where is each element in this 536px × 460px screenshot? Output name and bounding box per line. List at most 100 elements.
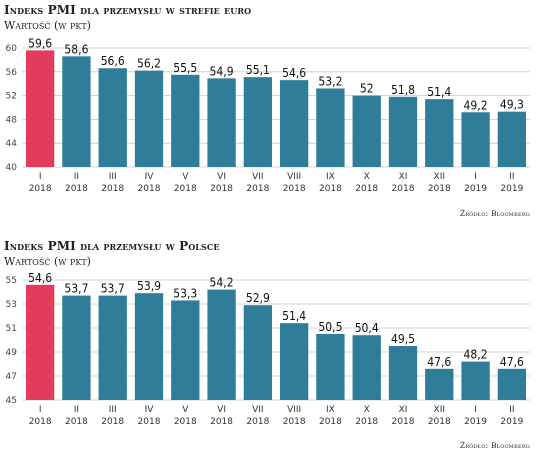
x-tick-label: 2018 (355, 184, 378, 194)
bar (388, 346, 418, 400)
bar (62, 56, 91, 167)
data-label: 51,8 (391, 83, 415, 97)
data-label: 54,6 (282, 66, 306, 80)
bar (134, 70, 164, 167)
data-label: 49,2 (464, 98, 488, 112)
y-tick-label: 60 (6, 44, 18, 54)
bar (98, 68, 127, 167)
data-label: 47,6 (427, 355, 451, 369)
x-tick-label: VIII (287, 172, 301, 182)
bar (352, 335, 381, 400)
data-label: 55,5 (173, 61, 197, 75)
y-tick-label: 51 (6, 324, 17, 334)
chart-title: Indeks PMI dla przemysłu w Polsce (4, 239, 220, 253)
x-tick-label: II (74, 405, 79, 415)
data-label: 59,6 (28, 36, 52, 50)
x-tick-label: 2018 (138, 417, 161, 427)
bar (425, 368, 454, 400)
x-tick-label: XI (399, 405, 408, 415)
bar (134, 293, 164, 400)
x-tick-label: VIII (287, 405, 301, 415)
y-tick-label: 48 (6, 115, 18, 125)
data-label: 58,6 (64, 42, 88, 56)
x-tick-label: 2018 (174, 417, 197, 427)
y-tick-label: 52 (6, 92, 17, 102)
x-tick-label: 2018 (428, 184, 451, 194)
x-tick-label: I (39, 172, 42, 182)
data-label: 48,2 (464, 348, 488, 362)
x-tick-label: V (182, 172, 189, 182)
data-label: 53,3 (173, 286, 197, 300)
y-tick-label: 49 (6, 348, 18, 358)
chart-source: Źródło: Bloomberg (459, 441, 530, 450)
bar (352, 95, 381, 167)
chart-subtitle: Wartość (w pkt) (4, 255, 91, 268)
x-tick-label: 2019 (500, 417, 523, 427)
x-tick-label: 2018 (210, 184, 233, 194)
x-tick-label: 2019 (464, 184, 487, 194)
x-tick-label: 2018 (65, 184, 88, 194)
x-tick-label: 2018 (246, 184, 269, 194)
bar (279, 323, 309, 400)
data-label: 50,4 (355, 321, 379, 335)
data-label: 53,9 (137, 279, 161, 293)
x-tick-label: XI (399, 172, 408, 182)
data-label: 51,4 (282, 309, 306, 323)
x-tick-label: 2018 (29, 417, 52, 427)
x-tick-label: XII (434, 172, 445, 182)
bar (388, 96, 418, 167)
data-label: 52 (360, 82, 374, 96)
x-tick-label: X (364, 172, 370, 182)
x-tick-label: XII (434, 405, 445, 415)
y-tick-label: 56 (6, 68, 18, 78)
x-tick-label: III (109, 172, 117, 182)
y-tick-label: 47 (6, 372, 17, 382)
data-label: 54,6 (28, 271, 52, 285)
bar (243, 305, 273, 400)
chart-subtitle: Wartość (w pkt) (4, 19, 91, 32)
data-label: 47,6 (500, 355, 524, 369)
y-tick-label: 55 (6, 276, 17, 286)
bar (497, 111, 527, 167)
x-tick-label: 2018 (246, 417, 269, 427)
chart-panel-eurozone: Indeks PMI dla przemysłu w strefie euro … (0, 0, 536, 228)
x-tick-label: I (474, 172, 477, 182)
x-tick-label: I (474, 405, 477, 415)
data-label: 56,6 (101, 54, 125, 68)
bar (25, 284, 55, 400)
x-tick-label: II (509, 172, 514, 182)
bar (25, 50, 55, 167)
bar (171, 300, 200, 400)
data-label: 53,7 (64, 282, 88, 296)
x-tick-label: II (74, 172, 79, 182)
data-label: 53,7 (101, 282, 125, 296)
data-label: 53,2 (318, 74, 342, 88)
x-tick-label: 2018 (283, 417, 306, 427)
x-tick-label: 2018 (283, 184, 306, 194)
x-tick-label: 2018 (65, 417, 88, 427)
x-tick-label: 2018 (392, 184, 415, 194)
bar (171, 74, 200, 167)
x-tick-label: IV (145, 172, 155, 182)
x-tick-label: VII (252, 405, 263, 415)
x-tick-label: 2018 (101, 184, 124, 194)
x-tick-label: 2018 (29, 184, 52, 194)
data-label: 49,3 (500, 98, 524, 112)
x-tick-label: 2018 (138, 184, 161, 194)
data-label: 52,9 (246, 291, 270, 305)
x-tick-label: X (364, 405, 370, 415)
x-tick-label: 2019 (500, 184, 523, 194)
x-tick-label: II (509, 405, 514, 415)
data-label: 54,2 (210, 276, 234, 290)
bar (62, 295, 91, 400)
chart-panel-poland: Indeks PMI dla przemysłu w Polsce Wartoś… (0, 228, 536, 460)
bar (497, 368, 527, 400)
bar (98, 295, 127, 400)
x-tick-label: VI (217, 172, 226, 182)
x-tick-label: 2018 (392, 417, 415, 427)
x-tick-label: VI (217, 405, 226, 415)
x-tick-label: 2018 (319, 417, 342, 427)
x-tick-label: V (182, 405, 189, 415)
